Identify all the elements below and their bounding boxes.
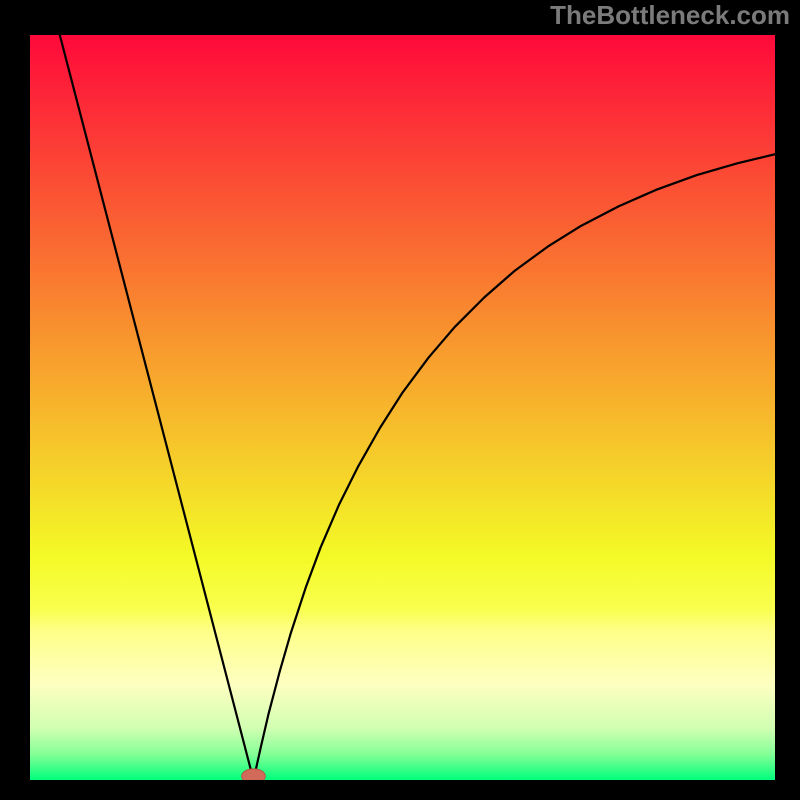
- chart-frame: TheBottleneck.com: [0, 0, 800, 800]
- watermark-text: TheBottleneck.com: [550, 0, 790, 31]
- bottleneck-chart: [30, 35, 775, 780]
